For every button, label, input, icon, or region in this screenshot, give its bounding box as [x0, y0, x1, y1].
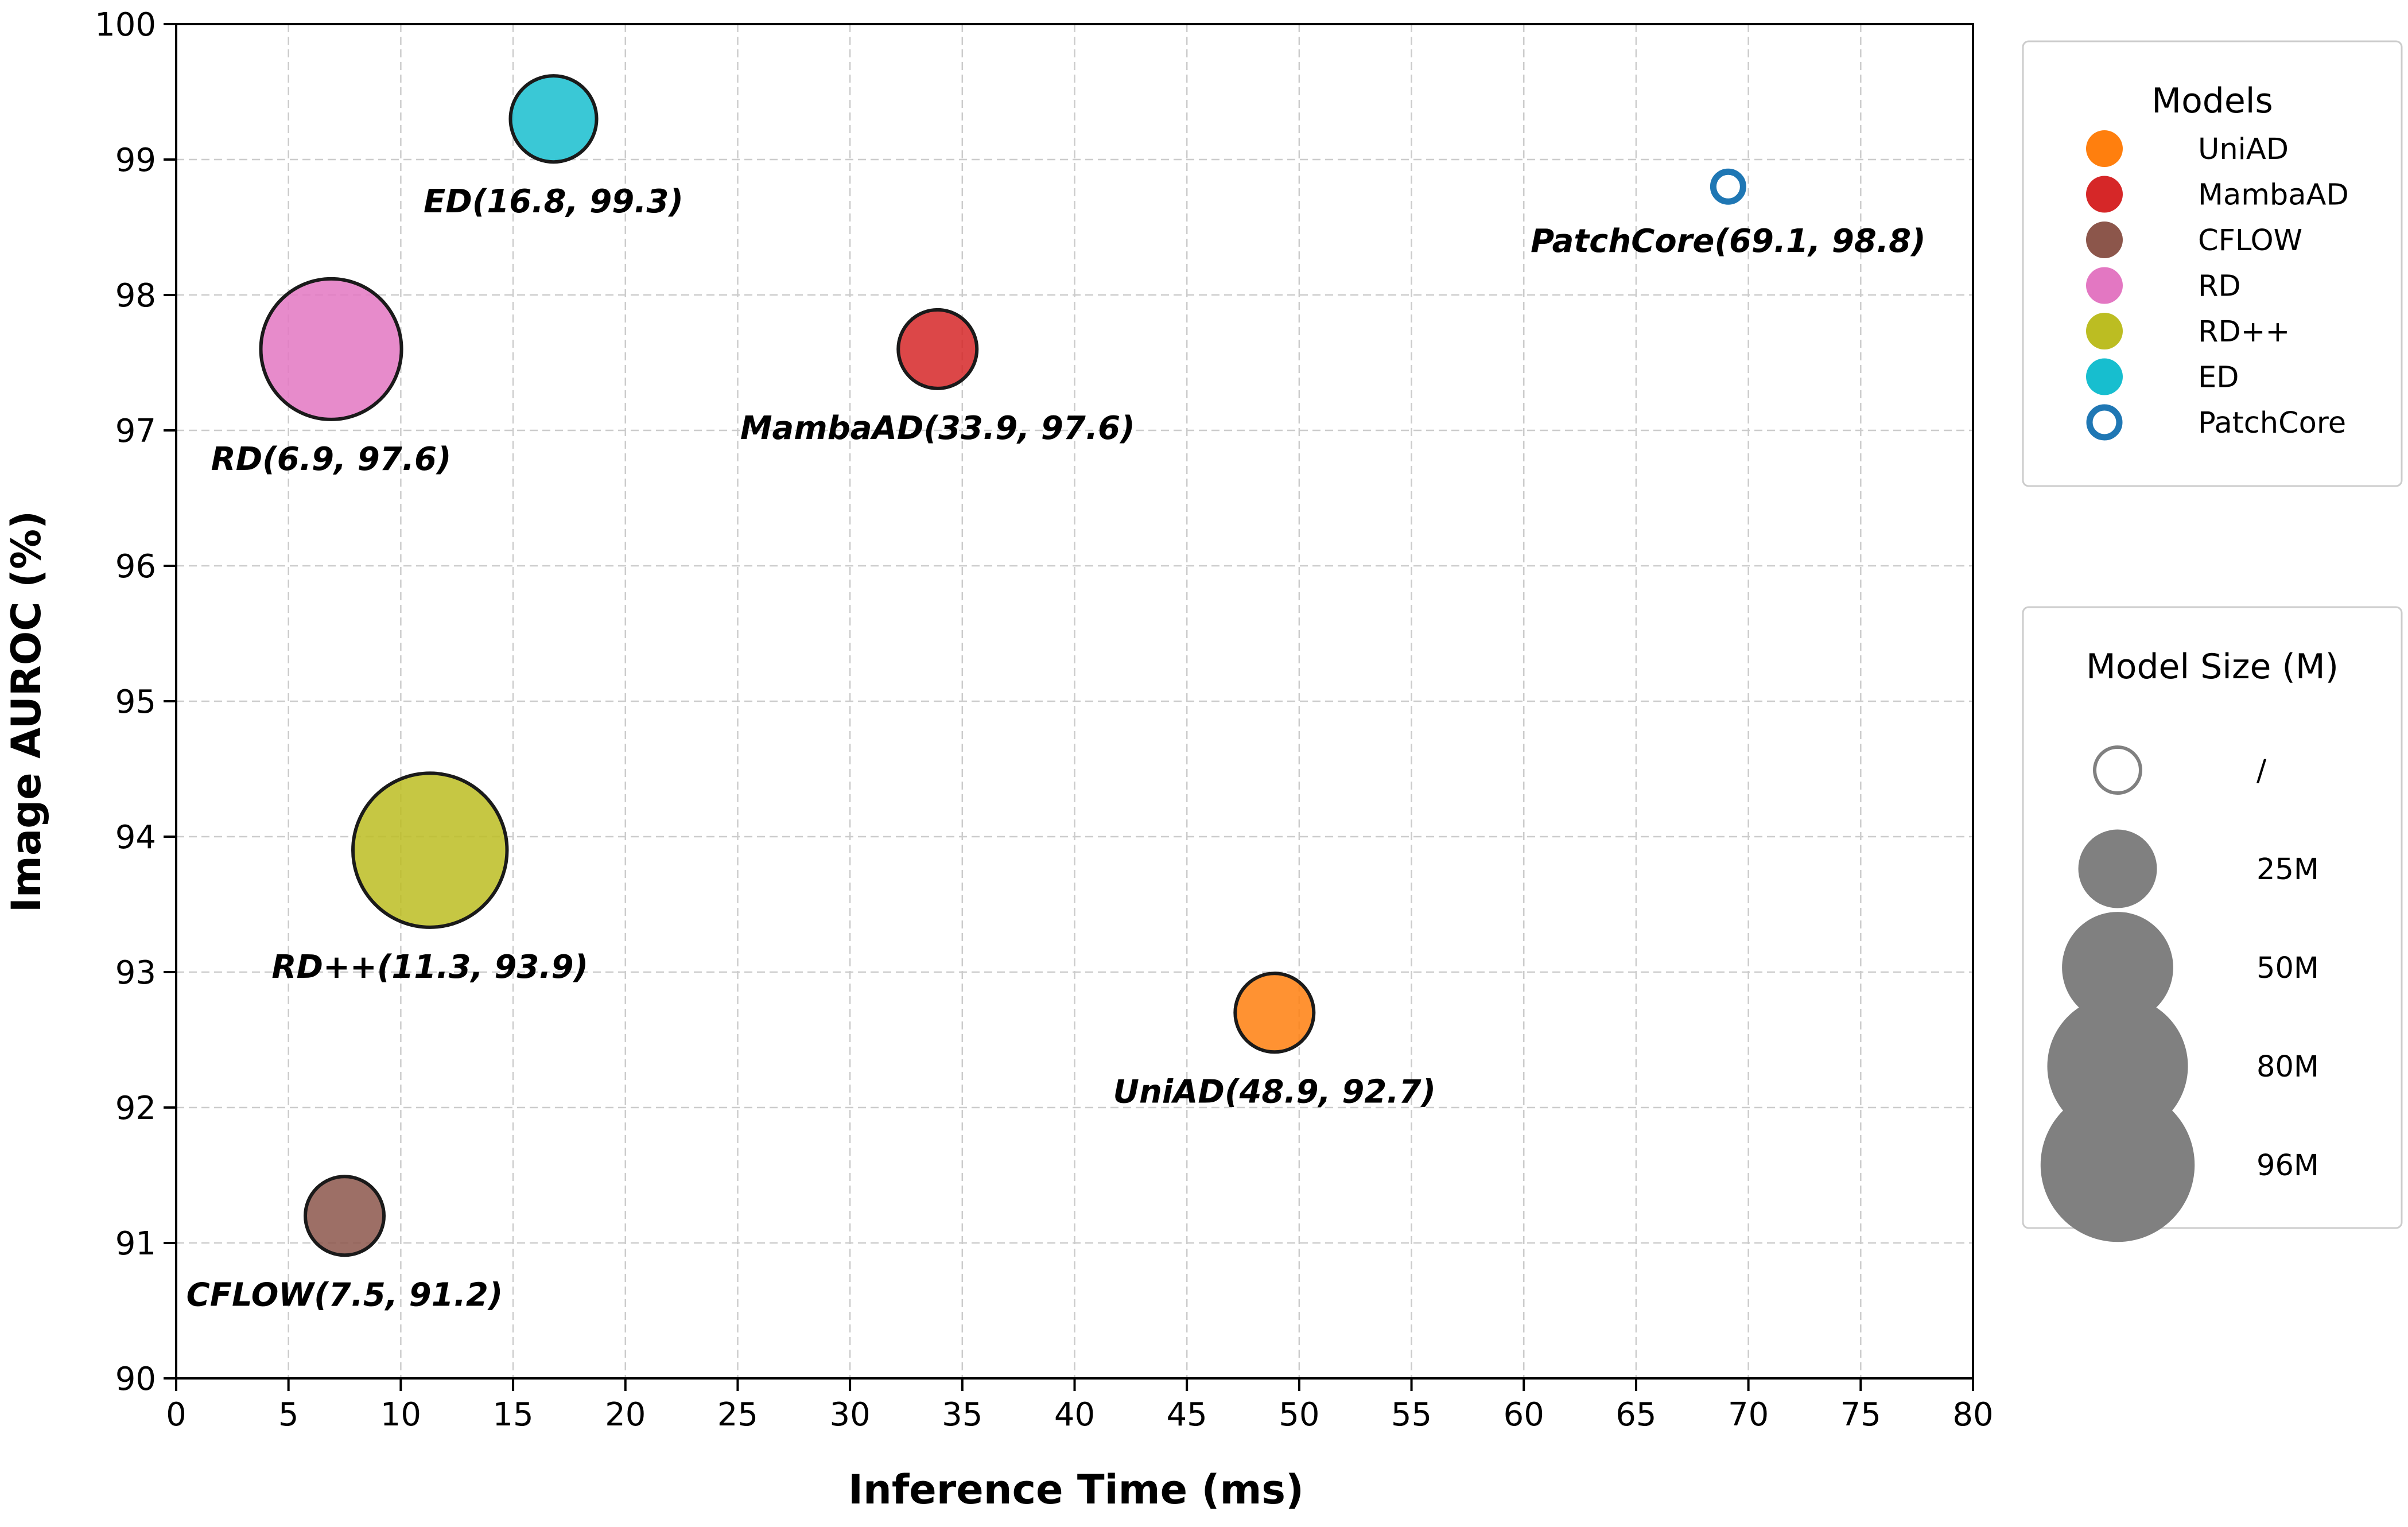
size-label-50: 50M: [2256, 951, 2319, 985]
point-label-rd: RD(6.9, 97.6): [211, 441, 452, 478]
models-legend-title: Models: [2151, 81, 2273, 121]
y-tick-label: 97: [115, 413, 156, 450]
point-rd: [259, 277, 403, 421]
axes: 0 5 10 15 20 25 30 35 40 45 50 55 60 65 70 75 80 90 91 92 93…: [95, 6, 1994, 1433]
point-label-ed: ED(16.8, 99.3): [424, 183, 683, 220]
x-tick-label: 45: [1167, 1396, 1207, 1433]
x-tick-label: 0: [166, 1396, 187, 1433]
legend-label-patchcore: PatchCore: [2198, 406, 2346, 440]
models-legend-entries: UniAD MambaAD CFLOW RD RD++ ED PatchCore: [2086, 130, 2349, 441]
legend-label-mambaad: MambaAD: [2198, 178, 2349, 212]
point-labels: UniAD(48.9, 92.7) MambaAD(33.9, 97.6) CFLO…: [187, 183, 1926, 1314]
x-tick-label: 20: [605, 1396, 646, 1433]
size-label-25: 25M: [2256, 853, 2319, 887]
legend-label-rd: RD: [2198, 270, 2241, 304]
size-label-none: /: [2256, 754, 2267, 788]
size-legend-title: Model Size (M): [2086, 647, 2339, 687]
point-rdplusplus: [351, 771, 509, 929]
x-tick-label: 80: [1952, 1396, 1993, 1433]
point-label-mambaad: MambaAD(33.9, 97.6): [740, 410, 1135, 447]
y-tick-label: 100: [95, 6, 156, 44]
x-tick-label: 10: [380, 1396, 421, 1433]
size-marker-25: [2078, 829, 2157, 908]
legend-label-cflow: CFLOW: [2198, 224, 2302, 258]
y-axis-title: Image AUROC (%): [3, 511, 50, 912]
y-tick-label: 98: [115, 277, 156, 314]
x-tick-label: 60: [1504, 1396, 1544, 1433]
y-tick-label: 99: [115, 142, 156, 179]
models-legend: Models UniAD MambaAD CFLOW RD RD++ ED PatchCor…: [2022, 40, 2403, 487]
x-axis-title: Inference Time (ms): [848, 1466, 1304, 1513]
x-tick-label: 30: [829, 1396, 870, 1433]
x-tick-label: 40: [1054, 1396, 1095, 1433]
x-tick-label: 15: [492, 1396, 533, 1433]
y-tick-label: 94: [115, 819, 156, 856]
x-tick-label: 75: [1840, 1396, 1881, 1433]
size-marker-50: [2062, 912, 2173, 1023]
point-label-uniad: UniAD(48.9, 92.7): [1113, 1073, 1436, 1110]
legend-marker-rd: [2086, 267, 2123, 304]
point-patchcore: [1710, 168, 1746, 205]
point-uniad: [1233, 972, 1316, 1054]
size-marker-none: [2093, 745, 2142, 795]
size-label-80: 80M: [2256, 1050, 2319, 1084]
legend-marker-rdplusplus: [2086, 313, 2123, 349]
point-ed: [508, 74, 599, 164]
legend-marker-ed: [2086, 358, 2123, 395]
size-label-96: 96M: [2256, 1149, 2319, 1183]
legend-marker-patchcore: [2086, 404, 2123, 441]
y-tick-label: 93: [115, 954, 156, 992]
legend-label-ed: ED: [2198, 361, 2239, 395]
point-label-rdplusplus: RD++(11.3, 93.9): [271, 949, 588, 986]
x-tick-label: 70: [1728, 1396, 1769, 1433]
legend-label-rdplusplus: RD++: [2198, 315, 2290, 349]
legend-marker-cflow: [2086, 222, 2123, 258]
y-tick-label: 92: [115, 1090, 156, 1127]
point-label-patchcore: PatchCore(69.1, 98.8): [1531, 223, 1926, 260]
x-tick-label: 5: [278, 1396, 299, 1433]
legend-marker-uniad: [2086, 130, 2123, 167]
point-mambaad: [896, 308, 979, 390]
x-tick-label: 35: [942, 1396, 982, 1433]
y-tick-label: 91: [115, 1225, 156, 1262]
y-tick-label: 96: [115, 548, 156, 585]
size-marker-96: [2040, 1087, 2195, 1242]
legend-marker-mambaad: [2086, 176, 2123, 213]
size-legend-entries: / 25M 50M 80M 96M: [2040, 745, 2319, 1242]
size-legend: Model Size (M) / 25M 50M 80M 96M: [2022, 606, 2403, 1242]
y-tick-label: 90: [115, 1361, 156, 1398]
data-points: [259, 74, 1746, 1257]
x-tick-label: 25: [717, 1396, 758, 1433]
legend-label-uniad: UniAD: [2198, 133, 2289, 166]
x-tick-label: 50: [1279, 1396, 1319, 1433]
x-tick-label: 65: [1615, 1396, 1656, 1433]
x-tick-label: 55: [1391, 1396, 1432, 1433]
y-tick-label: 95: [115, 683, 156, 721]
point-cflow: [304, 1175, 386, 1257]
point-label-cflow: CFLOW(7.5, 91.2): [187, 1276, 503, 1314]
